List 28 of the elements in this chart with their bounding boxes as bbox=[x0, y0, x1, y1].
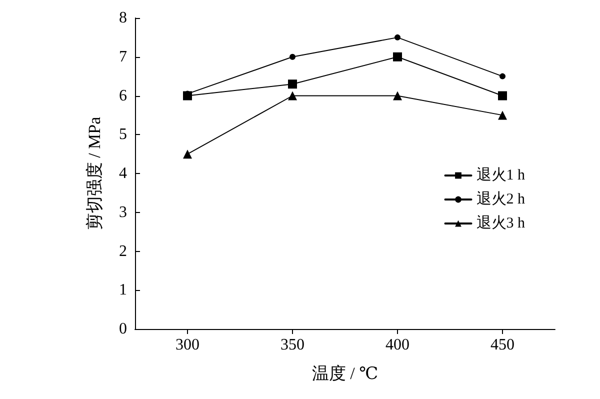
legend-label: 退火2 h bbox=[476, 190, 526, 208]
y-tick-label: 8 bbox=[119, 10, 127, 26]
y-axis-title: 剪切强度 / MPa bbox=[85, 116, 104, 230]
y-tick-label: 3 bbox=[119, 204, 127, 221]
point bbox=[290, 54, 296, 60]
point bbox=[288, 80, 297, 89]
x-tick-label: 450 bbox=[490, 336, 514, 354]
point bbox=[394, 34, 400, 40]
x-tick-label: 400 bbox=[386, 336, 410, 354]
y-tick-label: 7 bbox=[119, 48, 127, 66]
point bbox=[393, 91, 402, 100]
y-tick-label: 6 bbox=[119, 87, 127, 104]
y-tick-label: 1 bbox=[119, 282, 127, 299]
point bbox=[183, 150, 192, 159]
point bbox=[393, 52, 402, 62]
x-axis-title: 温度 / ℃ bbox=[312, 364, 378, 383]
point bbox=[498, 91, 507, 100]
y-tick-label: 4 bbox=[119, 165, 127, 182]
point bbox=[500, 73, 506, 80]
y-tick-label: 2 bbox=[119, 242, 127, 260]
y-tick-label: 5 bbox=[119, 126, 127, 144]
point bbox=[288, 91, 297, 100]
point bbox=[498, 110, 507, 120]
x-tick-label: 300 bbox=[176, 336, 200, 354]
y-tick-label: 0 bbox=[119, 320, 127, 338]
x-tick-label: 350 bbox=[280, 336, 304, 354]
legend-label: 退火1 h bbox=[476, 166, 526, 184]
legend-label: 退火3 h bbox=[476, 214, 526, 232]
